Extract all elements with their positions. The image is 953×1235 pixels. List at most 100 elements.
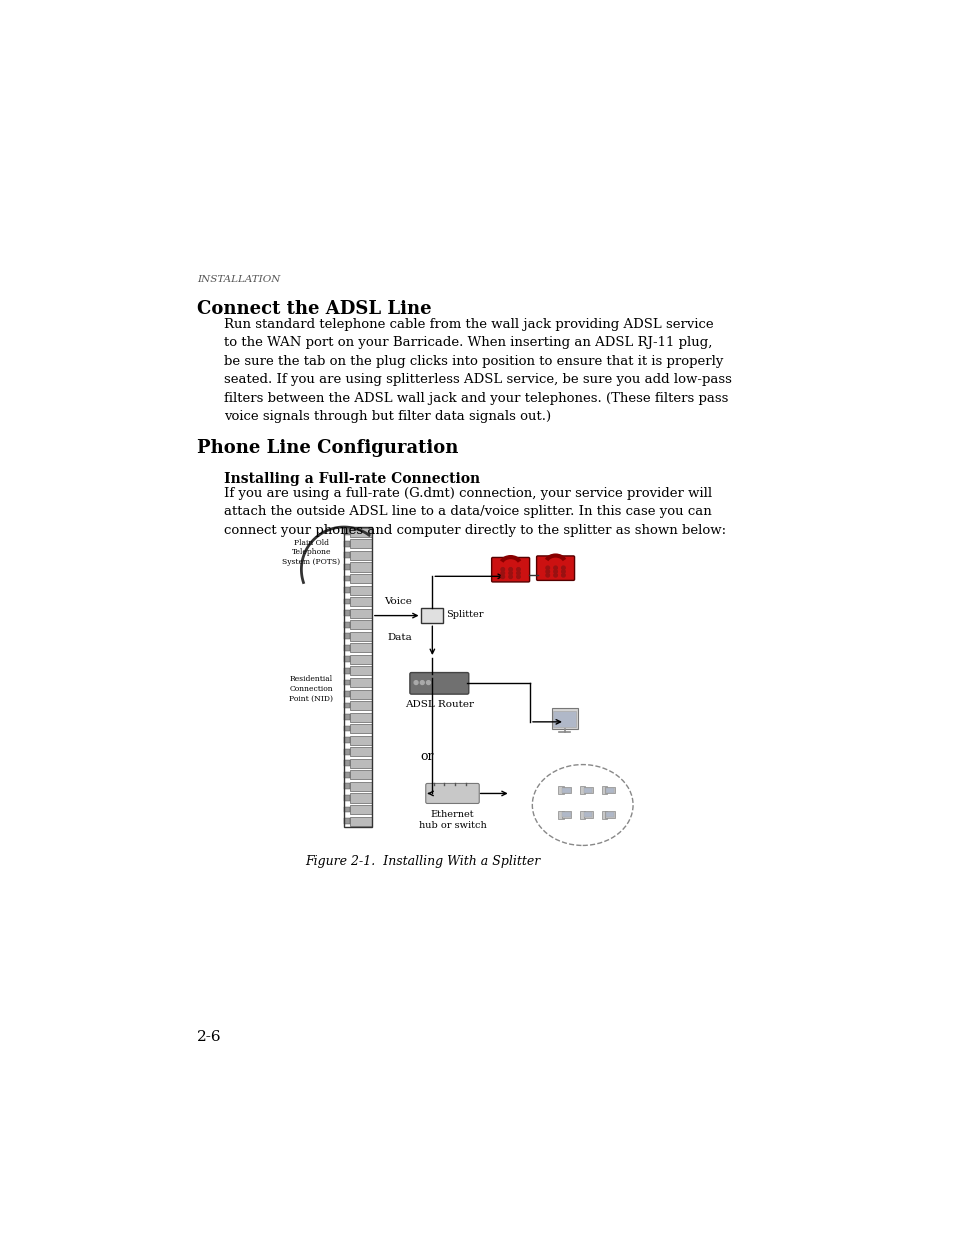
Bar <box>350 816 372 826</box>
Bar <box>583 813 592 818</box>
Bar <box>350 701 372 710</box>
Circle shape <box>500 568 504 571</box>
Bar <box>604 811 614 818</box>
Bar <box>344 599 350 604</box>
Text: Ethernet
hub or switch: Ethernet hub or switch <box>418 810 486 830</box>
Bar <box>583 811 593 818</box>
Bar <box>579 810 584 819</box>
Bar <box>350 747 372 756</box>
Text: ADSL Router: ADSL Router <box>404 700 474 709</box>
FancyBboxPatch shape <box>536 556 574 580</box>
Bar <box>344 795 350 800</box>
Text: Voice: Voice <box>384 598 412 606</box>
Bar <box>344 587 350 593</box>
Text: Run standard telephone cable from the wall jack providing ADSL service
to the WA: Run standard telephone cable from the wa… <box>224 317 731 424</box>
Ellipse shape <box>532 764 633 846</box>
Text: INSTALLATION: INSTALLATION <box>196 275 280 284</box>
Bar <box>344 806 350 813</box>
Circle shape <box>414 680 417 684</box>
Bar <box>561 813 570 818</box>
Circle shape <box>517 568 519 571</box>
Circle shape <box>553 566 557 569</box>
Bar <box>344 818 350 824</box>
Circle shape <box>553 569 557 573</box>
Bar <box>344 645 350 651</box>
Bar <box>350 736 372 745</box>
Bar <box>350 527 372 537</box>
Bar <box>558 785 563 794</box>
Bar <box>344 703 350 709</box>
Bar <box>350 771 372 779</box>
Bar <box>344 530 350 535</box>
Bar <box>350 540 372 548</box>
Bar <box>344 679 350 685</box>
Circle shape <box>517 576 519 578</box>
Bar <box>350 632 372 641</box>
Text: or: or <box>419 750 433 763</box>
Bar <box>344 748 350 755</box>
Circle shape <box>545 573 549 577</box>
Bar <box>350 585 372 594</box>
Bar <box>344 761 350 766</box>
Bar <box>344 541 350 547</box>
Bar <box>350 643 372 652</box>
Bar <box>350 805 372 814</box>
Bar <box>350 678 372 687</box>
Bar <box>350 620 372 630</box>
Bar <box>344 610 350 616</box>
FancyBboxPatch shape <box>491 557 529 582</box>
Circle shape <box>561 569 564 573</box>
Circle shape <box>500 576 504 578</box>
Bar <box>605 788 614 793</box>
Bar <box>605 813 614 818</box>
Bar <box>561 811 571 818</box>
Bar <box>350 598 372 606</box>
Bar <box>350 713 372 721</box>
Text: If you are using a full-rate (G.dmt) connection, your service provider will
atta: If you are using a full-rate (G.dmt) con… <box>224 487 725 537</box>
Circle shape <box>420 680 424 684</box>
Text: Phone Line Configuration: Phone Line Configuration <box>196 440 457 457</box>
Bar <box>601 785 606 794</box>
Bar <box>344 634 350 638</box>
Bar <box>579 785 584 794</box>
Circle shape <box>545 566 549 569</box>
Bar <box>350 758 372 768</box>
Text: Plain Old
Telephone
System (POTS): Plain Old Telephone System (POTS) <box>282 538 340 566</box>
Bar <box>350 724 372 734</box>
Circle shape <box>545 569 549 573</box>
Bar <box>558 810 563 819</box>
Bar <box>344 527 372 827</box>
Bar <box>344 783 350 789</box>
Circle shape <box>500 572 504 574</box>
Bar <box>551 708 578 729</box>
Bar <box>344 621 350 627</box>
Text: 2-6: 2-6 <box>196 1030 221 1044</box>
Text: Connect the ADSL Line: Connect the ADSL Line <box>196 300 431 317</box>
FancyBboxPatch shape <box>410 673 468 694</box>
Bar <box>553 711 576 727</box>
Circle shape <box>517 572 519 574</box>
Bar <box>344 726 350 731</box>
Bar <box>344 714 350 720</box>
Bar <box>350 655 372 664</box>
Text: Splitter: Splitter <box>446 610 483 619</box>
Bar <box>583 788 592 793</box>
Bar <box>561 787 571 793</box>
Bar <box>350 551 372 559</box>
Circle shape <box>508 576 512 578</box>
Bar <box>350 782 372 790</box>
Bar <box>350 667 372 676</box>
Bar <box>561 788 570 793</box>
Bar <box>344 564 350 569</box>
Bar <box>344 576 350 582</box>
Circle shape <box>561 566 564 569</box>
Bar <box>350 574 372 583</box>
Bar <box>601 810 606 819</box>
Bar <box>604 787 614 793</box>
Circle shape <box>561 573 564 577</box>
FancyBboxPatch shape <box>425 783 478 804</box>
Circle shape <box>508 568 512 571</box>
Bar <box>344 772 350 778</box>
Text: Residential
Connection
Point (NID): Residential Connection Point (NID) <box>289 676 334 703</box>
Text: Figure 2-1.  Installing With a Splitter: Figure 2-1. Installing With a Splitter <box>305 855 540 868</box>
